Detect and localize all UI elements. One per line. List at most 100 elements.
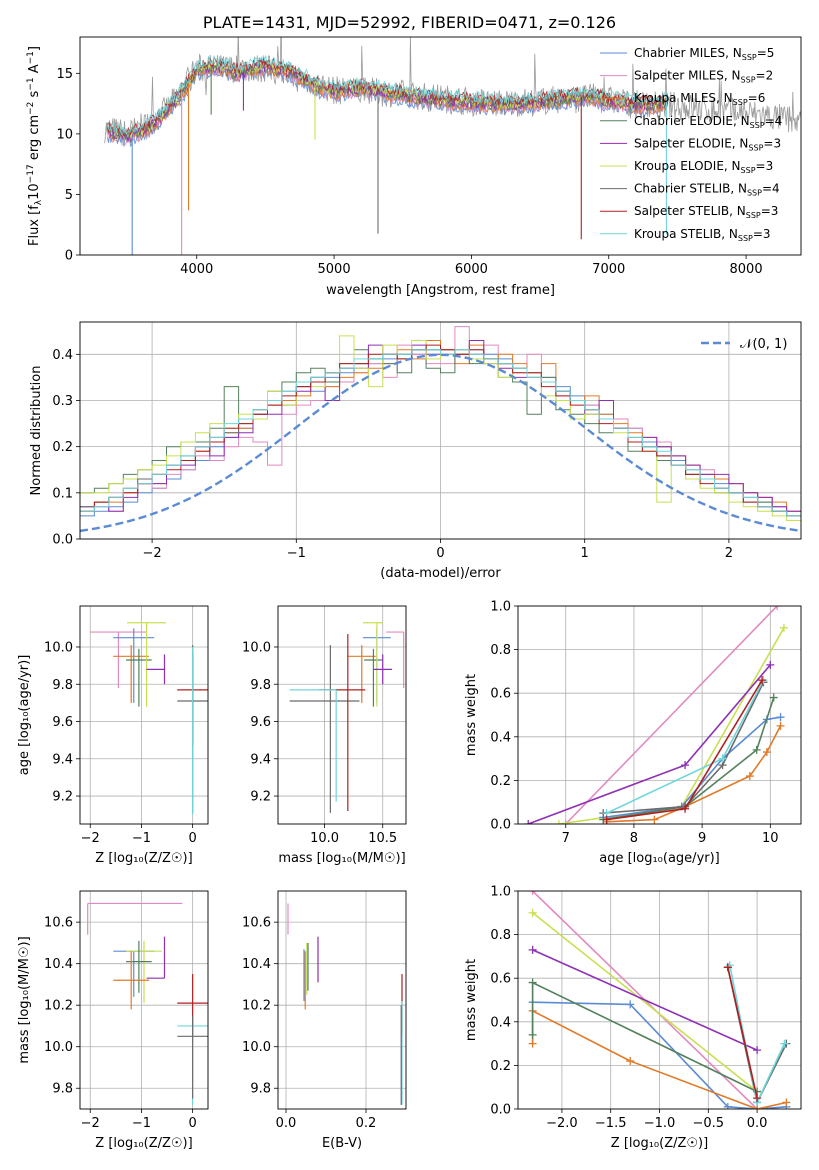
data-marker [769,693,778,702]
x-tick-label: 8000 [730,262,763,277]
point-salpeter-elodie [146,654,166,685]
y-tick-label: 15 [56,67,73,82]
x-axis-label: wavelength [Angstrom, rest frame] [326,283,555,298]
x-tick-label: 6000 [455,262,488,277]
y-tick-label: 0.0 [490,818,511,833]
x-tick-label: −2 [81,1116,100,1131]
legend-entry: Chabrier MILES, NSSP=5 [634,46,774,62]
y-tick-label: 0.8 [490,643,511,658]
panel-mass-vs-Z: −2 −1 0 9.8 10.0 10.2 10.4 10.6 Z [log₁₀(Z/Z☉)] m… [17,890,209,1151]
y-tick-label: 0.8 [490,928,511,943]
axes-frame [517,605,802,825]
point-salpeter-stelib [318,633,366,811]
y-tick-label: 10.4 [242,957,271,972]
data-marker [762,748,771,757]
point-salpeter-elodie [146,936,166,979]
histogram-kroupa-miles [80,340,801,512]
point-kroupa-elodie [127,622,167,707]
axes-frame [517,890,802,1110]
y-tick-label: 10 [56,127,73,142]
point-salpeter-miles [87,902,183,935]
y-tick-label: 0.1 [52,486,73,501]
y-tick-label: 10.2 [242,999,271,1014]
x-axis-label: E(B-V) [322,1136,362,1151]
panel-massweight-vs-age: 7 8 9 10 0.0 0.2 0.4 0.6 0.8 1.0 age [log₁₀(age/yr… [464,600,802,866]
data-marker [528,891,537,895]
histogram-salpeter-miles [80,326,801,521]
point-kroupa-miles [113,645,150,703]
legend-entry: Chabrier ELODIE, NSSP=4 [634,114,782,130]
data-marker [561,820,570,824]
axes-frame [277,605,407,825]
x-tick-label: −1.5 [595,1116,627,1131]
legend-entry: Salpeter STELIB, NSSP=3 [634,204,778,220]
point-kroupa-miles [347,645,376,703]
data-marker [753,1046,762,1055]
data-marker [773,606,782,610]
x-axis-label: (data-model)/error [380,566,501,581]
x-tick-label: 0.2 [356,1116,377,1131]
histogram-chabrier-stelib [80,349,801,521]
data-marker [602,815,611,824]
y-tick-label: 9.2 [250,790,271,805]
y-tick-label: 9.2 [52,790,73,805]
x-tick-label: −1.0 [644,1116,676,1131]
y-tick-label: 10.0 [44,1040,73,1055]
x-tick-label: −2 [143,546,162,561]
data-marker [776,721,785,730]
legend-entry: Kroupa STELIB, NSSP=3 [634,227,771,243]
y-tick-label: 0.6 [490,972,511,987]
axes-frame [79,36,802,256]
plot-area [289,622,405,813]
data-marker [723,963,732,972]
x-tick-label: 4000 [180,262,213,277]
x-tick-label: 0 [188,831,196,846]
point-kroupa-stelib [289,689,337,802]
y-tick-label: 0.4 [490,730,511,745]
plot-area [80,326,801,533]
x-tick-label: −1 [287,546,306,561]
x-tick-label: 10.5 [368,831,397,846]
panel-age-vs-Z: −2 −1 0 9.2 9.4 9.6 9.8 10.0 Z [log₁₀(Z/Z☉)] age … [17,605,209,866]
axes-frame [79,321,802,540]
data-marker [745,772,754,781]
x-tick-label: −0.5 [693,1116,725,1131]
data-marker [681,804,690,813]
y-axis-label: Flux [fλ10−17 erg cm−2 s−1 A−1] [26,46,44,246]
data-marker [779,623,788,632]
data-marker [528,1039,537,1048]
y-axis-label: age [log₁₀(age/yr)] [17,655,32,776]
plot-area [104,37,801,255]
y-axis-label: Normed distribution [29,366,44,496]
data-marker [524,820,533,824]
data-marker [681,761,690,770]
histogram-kroupa-elodie [80,335,801,521]
series-line-salpeter-elodie [527,664,771,824]
data-marker [758,676,767,685]
y-tick-label: 9.8 [250,678,271,693]
y-tick-label: 9.8 [250,1082,271,1097]
point-kroupa-miles [113,951,150,1010]
point-chabrier-stelib [177,1015,208,1099]
point-chabrier-elodie [126,648,152,707]
x-tick-label: 0 [436,546,444,561]
histogram-kroupa-stelib [80,349,801,521]
data-marker [718,754,727,763]
plot-area [524,606,788,824]
data-marker [776,713,785,722]
x-tick-label: 10.0 [310,831,339,846]
x-tick-label: 8 [630,831,638,846]
x-axis-label: Z [log₁₀(Z/Z☉)] [95,851,192,866]
y-tick-label: 0.2 [52,440,73,455]
panel-age-vs-mass: 10.0 10.5 9.2 9.4 9.6 9.8 10.0 mass [log₁₀(M/M☉… [242,605,407,866]
data-marker [528,1030,537,1039]
y-tick-label: 1.0 [490,600,511,615]
y-tick-label: 5 [65,188,73,203]
y-tick-label: 0.2 [490,1059,511,1074]
histogram-chabrier-elodie [80,349,801,517]
data-marker [626,1057,635,1066]
x-tick-label: 5000 [318,262,351,277]
series-line-salpeter-elodie [532,949,758,1051]
legend-entry: Salpeter ELODIE, NSSP=3 [634,136,781,152]
y-tick-label: 0.4 [52,348,73,363]
